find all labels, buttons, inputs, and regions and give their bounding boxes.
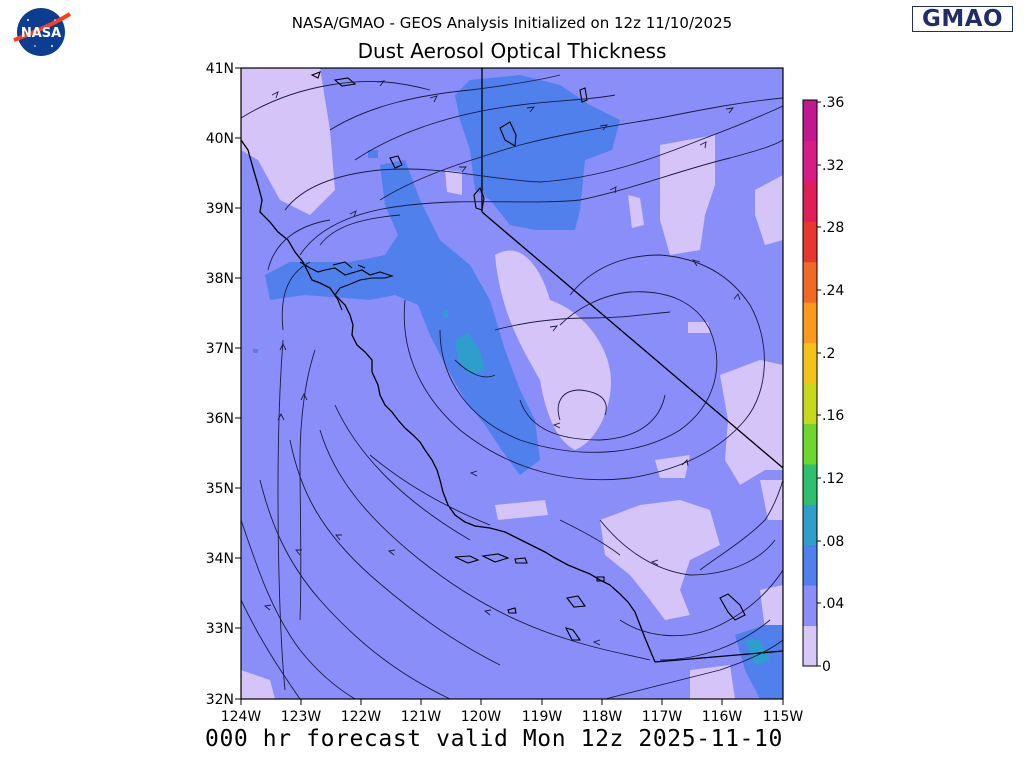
colorbar-segment <box>803 140 817 182</box>
colorbar-segment <box>803 585 817 627</box>
salton-sea <box>719 593 746 621</box>
streamline-arrows <box>263 80 741 646</box>
lake-north <box>310 71 588 103</box>
longitude-axis: 124W 123W 122W 121W 120W 119W 118W 117W … <box>221 699 804 725</box>
forecast-valid-time: 000 hr forecast valid Mon 12z 2025-11-10 <box>205 726 783 752</box>
lon-label: 118W <box>582 709 623 725</box>
lon-label: 123W <box>281 709 322 725</box>
colorbar-segment <box>803 423 817 465</box>
lake-tahoe <box>473 186 485 211</box>
lon-label: 121W <box>401 709 442 725</box>
nasa-logo: NASA <box>13 8 72 56</box>
map-area <box>241 68 783 699</box>
colorbar-frame <box>802 99 818 667</box>
colorbar-segment <box>803 100 817 141</box>
lat-label: 40N <box>206 131 234 147</box>
coastline-pacific <box>241 139 656 663</box>
lon-label: 115W <box>763 709 804 725</box>
colorbar-label: 0 <box>822 659 831 675</box>
colorbar-segment <box>803 504 817 546</box>
colorbar-label: .36 <box>822 95 844 111</box>
colorbar-segment <box>803 463 817 505</box>
gmao-logo: GMAO <box>912 6 1013 32</box>
lat-label: 36N <box>206 411 234 427</box>
lon-label: 116W <box>702 709 743 725</box>
colorbar-segment <box>803 221 817 263</box>
lat-label: 39N <box>206 201 234 217</box>
wind-streamlines <box>241 74 783 699</box>
colorbar-label: .08 <box>822 534 844 550</box>
lat-label: 38N <box>206 271 234 287</box>
lon-label: 122W <box>341 709 382 725</box>
colorbar-segment <box>803 625 817 667</box>
coastline-sf-bay <box>299 261 394 311</box>
aot-high-patches <box>443 310 770 665</box>
map-frame <box>240 67 784 700</box>
colorbar-label: .32 <box>822 158 844 174</box>
colorbar-label: .12 <box>822 471 844 487</box>
colorbar-segment <box>803 180 817 222</box>
lon-label: 124W <box>221 709 262 725</box>
colorbar-segments <box>803 100 817 667</box>
colorbar-label: .16 <box>822 408 844 424</box>
latitude-axis: 41N 40N 39N 38N 37N 36N 35N 34N 33N 32N <box>206 61 241 708</box>
analysis-subtitle: NASA/GMAO - GEOS Analysis Initialized on… <box>291 14 733 32</box>
colorbar-label: .28 <box>822 220 844 236</box>
colorbar-segment <box>803 342 817 384</box>
lat-label: 41N <box>206 61 234 77</box>
lat-label: 35N <box>206 481 234 497</box>
lat-label: 32N <box>206 692 234 708</box>
lon-label: 119W <box>522 709 563 725</box>
nasa-logo-text: NASA <box>21 26 61 41</box>
map-title: Dust Aerosol Optical Thickness <box>357 39 667 63</box>
lon-label: 120W <box>461 709 502 725</box>
colorbar-segment <box>803 261 817 303</box>
channel-islands <box>454 553 605 641</box>
colorbar-label: .04 <box>822 596 844 612</box>
colorbar: 0 .04 .08 .12 .16 .2 .24 .28 .32 .36 <box>802 95 844 675</box>
colorbar-label: .24 <box>822 283 844 299</box>
clear-lake <box>389 155 403 169</box>
colorbar-segment <box>803 383 817 424</box>
colorbar-segment <box>803 302 817 344</box>
colorbar-label: .2 <box>822 346 835 362</box>
lon-label: 117W <box>642 709 683 725</box>
colorbar-segment <box>803 544 817 586</box>
gmao-logo-text: GMAO <box>921 6 1004 32</box>
colorbar-labels: 0 .04 .08 .12 .16 .2 .24 .28 .32 .36 <box>822 95 844 675</box>
lat-label: 33N <box>206 621 234 637</box>
lat-label: 37N <box>206 341 234 357</box>
pyramid-lake <box>499 121 517 147</box>
coastline-bay-inlet <box>332 261 366 269</box>
lat-label: 34N <box>206 551 234 567</box>
